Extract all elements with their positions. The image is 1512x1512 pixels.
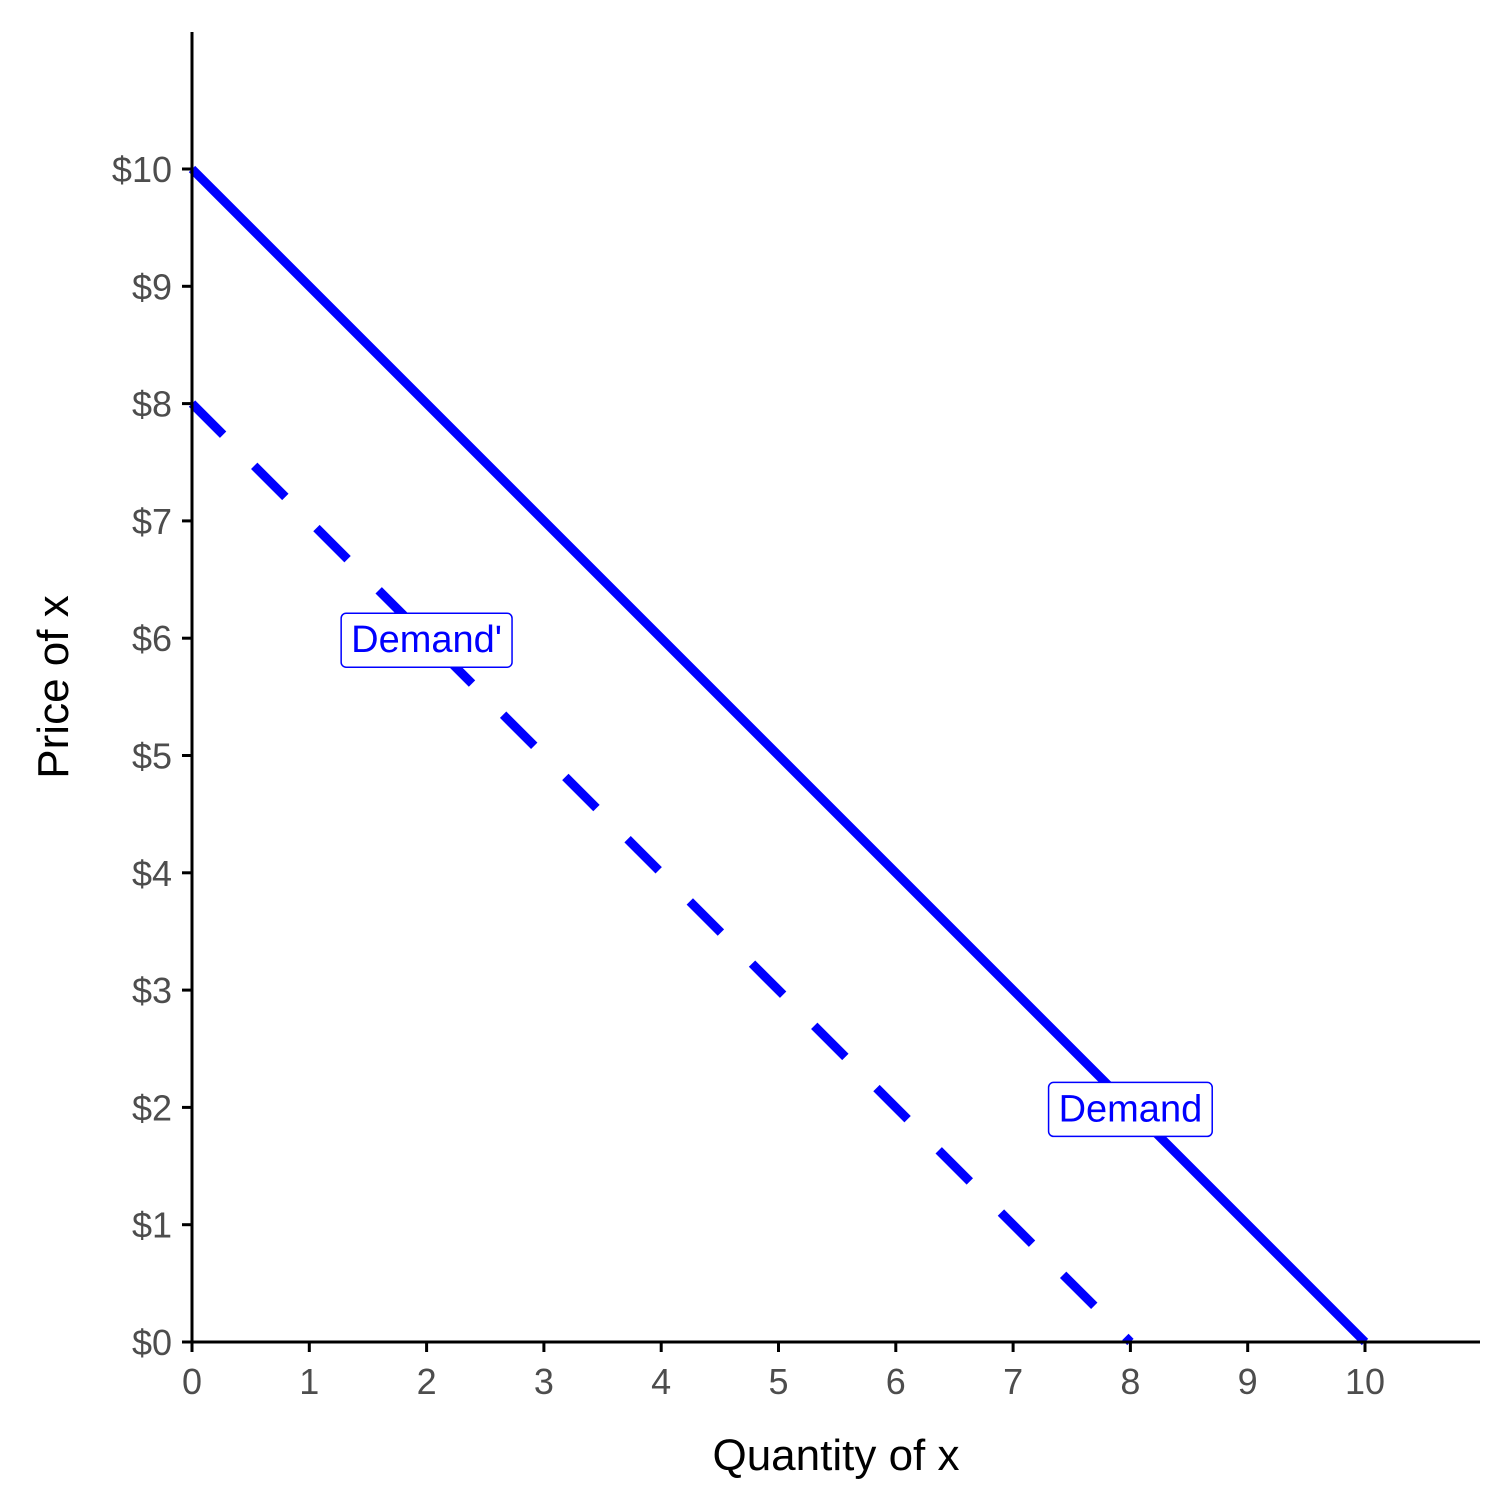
x-tick-label: 10	[1345, 1361, 1385, 1402]
series-lines	[188, 165, 1369, 1346]
demand-shifted-label: Demand'	[340, 612, 513, 668]
y-tick-label: $10	[112, 149, 172, 190]
x-tick-label: 1	[299, 1361, 319, 1402]
x-tick-label: 6	[886, 1361, 906, 1402]
demand-line	[188, 165, 1369, 1346]
x-tick-label: 3	[534, 1361, 554, 1402]
x-tick-label: 5	[768, 1361, 788, 1402]
label-box	[340, 612, 513, 668]
x-tick-label: 4	[651, 1361, 671, 1402]
y-axis-ticks: $0 $1 $2 $3 $4 $5 $6 $7 $8 $9 $10	[112, 149, 192, 1363]
y-tick-label: $9	[132, 266, 172, 307]
axes	[190, 32, 1480, 1344]
demand-shifted-line	[188, 400, 1134, 1346]
series-labels: Demand Demand'	[340, 612, 1213, 1138]
y-tick-label: $2	[132, 1087, 172, 1128]
demand-label: Demand	[1047, 1081, 1213, 1138]
label-box	[1047, 1081, 1213, 1138]
x-tick-label: 8	[1120, 1361, 1140, 1402]
y-tick-label: $7	[132, 501, 172, 542]
y-tick-label: $5	[132, 736, 172, 777]
label-text: Demand'	[351, 619, 502, 661]
x-tick-label: 7	[1003, 1361, 1023, 1402]
x-tick-label: 9	[1238, 1361, 1258, 1402]
y-tick-label: $6	[132, 618, 172, 659]
y-tick-label: $3	[132, 970, 172, 1011]
y-axis-title: Price of x	[29, 595, 78, 778]
x-axis-ticks: 0 1 2 3 4 5 6 7 8 9 10	[182, 1342, 1385, 1402]
y-tick-label: $1	[132, 1205, 172, 1246]
x-tick-label: 2	[417, 1361, 437, 1402]
y-tick-label: $8	[132, 384, 172, 425]
x-tick-label: 0	[182, 1361, 202, 1402]
y-tick-label: $0	[132, 1322, 172, 1363]
label-text: Demand	[1059, 1088, 1203, 1130]
x-axis-title: Quantity of x	[712, 1431, 959, 1480]
y-tick-label: $4	[132, 853, 172, 894]
